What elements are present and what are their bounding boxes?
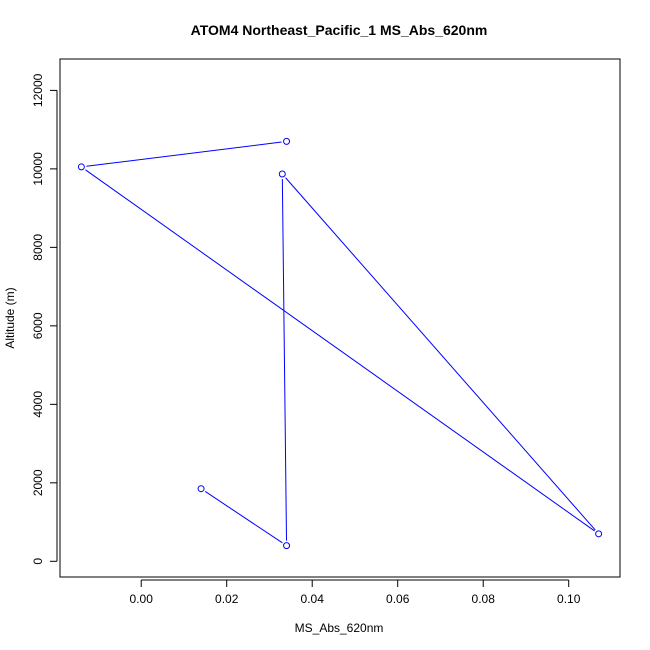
- data-point: [283, 542, 291, 550]
- y-tick-label: 8000: [31, 234, 45, 261]
- data-point: [278, 170, 286, 178]
- x-tick-label: 0.06: [386, 592, 410, 606]
- x-tick-label: 0.00: [130, 592, 154, 606]
- series-line-segment: [281, 178, 288, 541]
- x-tick-label: 0.10: [557, 592, 581, 606]
- data-point: [595, 530, 603, 538]
- y-tick-label: 12000: [31, 73, 45, 107]
- series-layer: [77, 137, 603, 550]
- y-tick-label: 10000: [31, 152, 45, 186]
- data-point: [197, 485, 205, 493]
- y-tick-label: 2000: [31, 469, 45, 496]
- y-tick-label: 0: [31, 558, 45, 565]
- series-line-segment: [86, 141, 282, 167]
- y-tick-label: 6000: [31, 312, 45, 339]
- chart-title: ATOM4 Northeast_Pacific_1 MS_Abs_620nm: [191, 22, 488, 38]
- series-line-segment: [285, 177, 596, 531]
- x-tick-label: 0.08: [472, 592, 496, 606]
- y-axis-label: Altitude (m): [3, 287, 17, 348]
- plot-frame: [59, 58, 621, 578]
- data-point: [283, 137, 291, 145]
- y-axis: 0 2000 4000 6000 8000 10000 12000: [31, 73, 58, 565]
- series-line-segment: [204, 491, 283, 544]
- x-axis-label: MS_Abs_620nm: [295, 621, 384, 635]
- data-point: [77, 163, 85, 171]
- x-axis: 0.00 0.02 0.04 0.06 0.08 0.10: [130, 579, 581, 606]
- x-tick-label: 0.04: [301, 592, 325, 606]
- y-tick-label: 4000: [31, 391, 45, 418]
- series-line-segment: [85, 169, 595, 532]
- x-tick-label: 0.02: [215, 592, 239, 606]
